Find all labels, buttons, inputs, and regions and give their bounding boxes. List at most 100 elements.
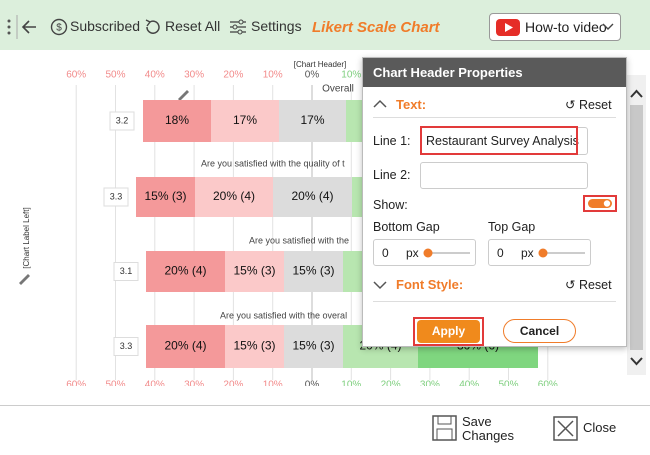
bar-segment <box>211 100 279 142</box>
segment-label: 15% (3) <box>144 189 186 203</box>
save-label: Save <box>462 414 492 429</box>
top-tick-label: 10% <box>263 70 283 81</box>
video-button-label: How-to video <box>525 19 607 35</box>
segment-label: 20% (4) <box>291 189 333 203</box>
settings-icon <box>230 19 246 35</box>
expand-icon[interactable] <box>373 280 387 290</box>
unit: px <box>521 246 534 260</box>
top-gap-label: Top Gap <box>488 220 536 234</box>
font-style-section-title[interactable]: Font Style: <box>396 277 464 292</box>
segment-label: 15% (3) <box>233 339 275 353</box>
toolbar: $ Subscribed Reset All Settings Likert S… <box>0 0 650 50</box>
bar-segment <box>146 251 225 292</box>
bottom-tick-label: 50% <box>498 380 518 386</box>
slider[interactable] <box>537 247 587 259</box>
bottom-gap-label: Bottom Gap <box>373 220 440 234</box>
cancel-button[interactable]: Cancel <box>503 319 576 343</box>
top-tick-label: 30% <box>184 70 204 81</box>
youtube-icon <box>496 19 520 36</box>
score-box <box>109 111 135 131</box>
bar-segment <box>273 177 352 217</box>
bar-segment <box>279 100 346 142</box>
show-toggle[interactable] <box>583 195 617 212</box>
text-section-title[interactable]: Text: <box>396 97 427 112</box>
separator <box>373 301 616 302</box>
segment-label: 20% (4) <box>164 339 206 353</box>
line1-label: Line 1: <box>373 134 411 148</box>
bottom-gap-value: 0 <box>382 246 389 260</box>
segment-label: 17% <box>300 113 324 127</box>
chart-label-left-placeholder: [Chart Label Left] <box>22 207 31 268</box>
svg-text:$: $ <box>56 23 62 34</box>
show-label: Show: <box>373 198 408 212</box>
line2-label: Line 2: <box>373 168 411 182</box>
edit-icon <box>178 90 189 101</box>
row-score: 3.3 <box>110 191 123 201</box>
properties-panel: Chart Header Properties Text: ↺ Reset Li… <box>362 57 627 347</box>
top-tick-label: 20% <box>223 70 243 81</box>
bar-segment <box>136 177 195 217</box>
score-box <box>113 262 139 281</box>
chart-area: 60% 50% 40% 30% 20% 10% 0% 10% 60% 50% 40% 30% 20% 10… <box>19 60 558 386</box>
bar-segment <box>225 251 284 292</box>
row-score: 3.2 <box>116 115 129 125</box>
row-score: 3.3 <box>120 341 133 351</box>
bottom-tick-label: 40% <box>145 380 165 386</box>
dropdown-arrow <box>602 23 614 30</box>
bar-segment <box>146 325 225 368</box>
separator <box>373 117 616 118</box>
top-tick-label: 50% <box>105 70 125 81</box>
reset-button[interactable]: ↺ Reset <box>565 98 612 112</box>
font-reset-button[interactable]: ↺ Reset <box>565 278 612 292</box>
chart-header-placeholder: [Chart Header] <box>294 60 346 69</box>
reset-icon <box>145 19 160 34</box>
bottom-tick-label: 20% <box>381 380 401 386</box>
video-button[interactable]: How-to video <box>489 13 621 41</box>
scrollbar-graphic <box>630 89 643 366</box>
scrollbar[interactable] <box>627 75 646 375</box>
bottom-bar: Save Changes Close <box>0 405 650 455</box>
bar-segment <box>195 177 273 217</box>
bottom-tick-label: 60% <box>66 380 86 386</box>
reset-all-button[interactable]: Reset All <box>165 18 221 34</box>
bar-segment <box>143 100 211 142</box>
bar-segment <box>284 325 343 368</box>
save-label: Changes <box>462 428 515 443</box>
row-question: Overall <box>322 84 354 95</box>
edit-icon <box>19 274 30 285</box>
bottom-gap-control[interactable]: 0 px <box>373 239 476 266</box>
top-gap-control[interactable]: 0 px <box>488 239 591 266</box>
bottom-tick-label: 20% <box>223 380 243 386</box>
bottom-tick-label: 10% <box>341 380 361 386</box>
bottom-tick-label: 60% <box>538 380 558 386</box>
bottom-tick-label: 30% <box>420 380 440 386</box>
close-button[interactable]: Close <box>583 420 617 435</box>
bar-segment <box>284 251 343 292</box>
collapse-icon[interactable] <box>373 99 387 109</box>
slider[interactable] <box>422 247 472 259</box>
bottom-tick-label: 40% <box>459 380 479 386</box>
reset-label: Reset <box>578 98 612 112</box>
subscribed-button[interactable]: Subscribed <box>70 18 141 34</box>
bottom-tick-label: 50% <box>105 380 125 386</box>
top-tick-label: 0% <box>305 70 320 81</box>
segment-label: 20% (4) <box>213 189 255 203</box>
highlight-box <box>413 317 484 346</box>
score-box <box>113 337 139 356</box>
toolbar-icons <box>7 15 36 39</box>
settings-button[interactable]: Settings <box>251 18 302 34</box>
line2-input[interactable] <box>420 162 588 189</box>
segment-label: 15% (3) <box>292 264 334 278</box>
line1-value: Restaurant Survey Analysis <box>426 134 579 148</box>
segment-label: 17% <box>233 113 257 127</box>
bar-segment <box>225 325 284 368</box>
segment-label: 20% (4) <box>164 264 206 278</box>
unit: px <box>406 246 419 260</box>
panel-title: Chart Header Properties <box>363 58 626 87</box>
highlight-box <box>420 126 578 155</box>
apply-button[interactable]: Apply <box>417 320 480 343</box>
save-button[interactable]: Save Changes <box>462 415 514 443</box>
subscribed-icon: $ <box>50 18 68 36</box>
row-question: Are you satisfied with the <box>249 235 349 245</box>
